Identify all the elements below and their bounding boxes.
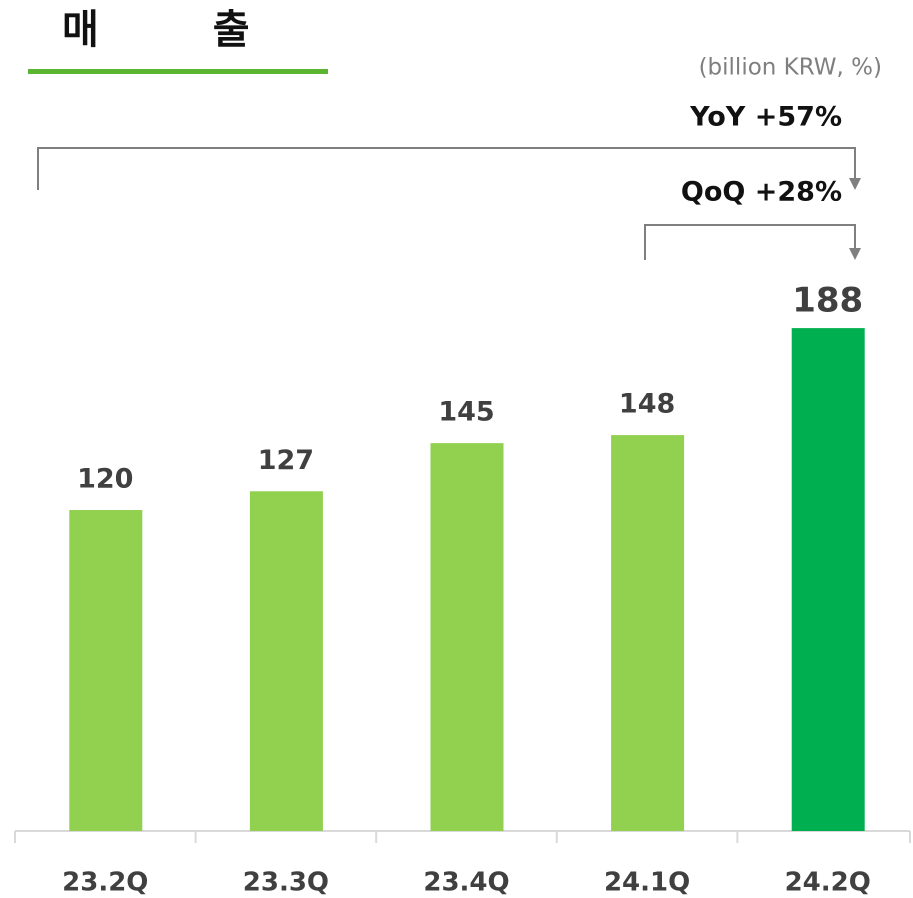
qoq-arrow (849, 248, 861, 260)
yoy-arrow (849, 178, 861, 190)
value-label: 188 (792, 281, 863, 321)
x-tick-label: 23.2Q (62, 868, 148, 898)
qoq-bracket (644, 224, 856, 260)
bar (611, 435, 685, 831)
value-label: 148 (619, 389, 675, 420)
value-label: 145 (438, 397, 494, 428)
title-underline (28, 69, 328, 74)
yoy-annotation: YoY +57% (689, 102, 842, 133)
chart-title: 매 출 (62, 7, 250, 53)
x-tick-label: 24.1Q (604, 868, 690, 898)
unit-label: (billion KRW, %) (699, 55, 882, 81)
bar (791, 328, 865, 831)
value-label: 120 (77, 464, 133, 495)
bar (69, 510, 143, 831)
bar (249, 491, 323, 831)
x-tick-label: 23.3Q (243, 868, 329, 898)
qoq-annotation: QoQ +28% (681, 177, 842, 208)
x-tick-label: 23.4Q (423, 868, 509, 898)
value-label: 127 (258, 445, 314, 476)
yoy-bracket (37, 147, 856, 190)
x-tick-label: 24.2Q (785, 868, 871, 898)
bar (430, 443, 504, 831)
